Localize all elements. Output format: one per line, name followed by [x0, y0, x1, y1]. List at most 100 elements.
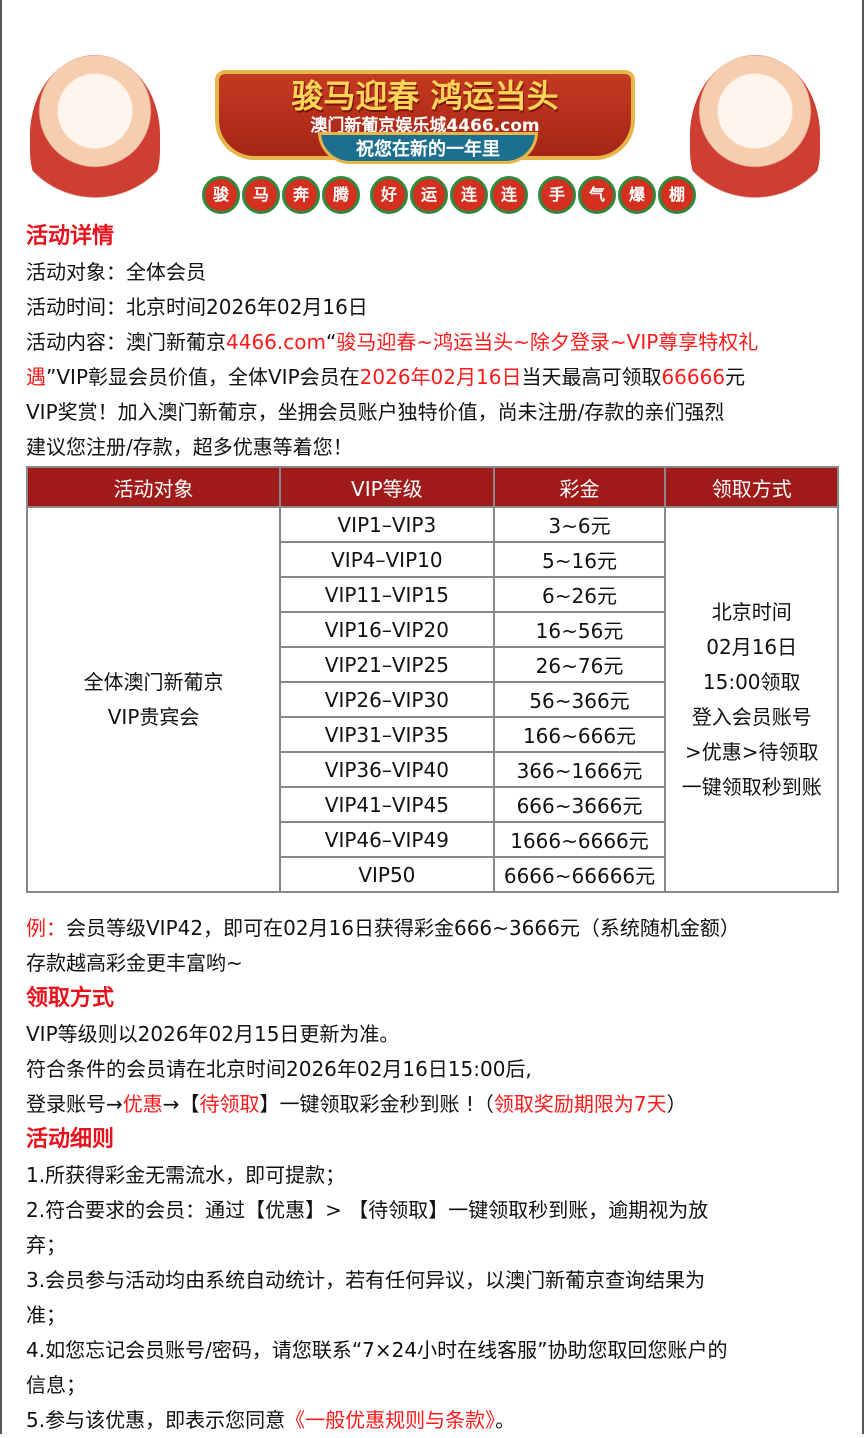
promo-banner: 骏马迎春 鸿运当头 澳门新葡京娱乐城4466.com 祝您在新的一年里 骏马奔腾… [0, 40, 864, 220]
banner-chip: 棚 [658, 176, 696, 214]
banner-subtitle: 澳门新葡京娱乐城4466.com [310, 116, 540, 136]
text-line: 存款越高彩金更丰富哟~ [26, 946, 841, 981]
text-line: 弃； [26, 1228, 841, 1263]
text-line: 3.会员参与活动均由系统自动统计，若有任何异议，以澳门新葡京查询结果为 [26, 1263, 841, 1298]
method-line: 02月16日 [706, 634, 798, 659]
table-row: 全体澳门新葡京 VIP贵宾会 VIP1–VIP3 3~6元 北京时间 02月16日 15:0… [25, 506, 839, 893]
banner-chip: 连 [490, 176, 528, 214]
table-row: VIP4–VIP10 5~16元 [27, 541, 838, 578]
text-segment: 符合条件的会员请在北京时间2026年02月16日15:00后, [26, 1057, 532, 1081]
column-header: 活动对象 [25, 466, 282, 508]
banner-chip: 手 [538, 176, 576, 214]
text-line: 1.所获得彩金无需流水，即可提款； [26, 1158, 841, 1193]
vip-level-cell: VIP50 [279, 856, 495, 893]
column-header: VIP等级 [279, 466, 495, 508]
text-segment: VIP奖赏！加入澳门新葡京，坐拥会员账户独特价值，尚未注册/存款的亲们强烈 [26, 400, 725, 424]
text-segment: 活动内容：澳门新葡京 [26, 330, 226, 354]
text-line: 符合条件的会员请在北京时间2026年02月16日15:00后, [26, 1052, 841, 1087]
bonus-cell: 26~76元 [492, 646, 667, 683]
text-segment: ） [666, 1092, 687, 1116]
table-row: VIP26–VIP30 56~366元 [27, 681, 838, 718]
banner-chip: 骏 [202, 176, 240, 214]
text-segment: ”VIP彰显会员价值，全体VIP会员在 [46, 365, 360, 389]
table-row: VIP50 6666~66666元 [27, 856, 838, 893]
text-line: VIP奖赏！加入澳门新葡京，坐拥会员账户独特价值，尚未注册/存款的亲们强烈 [26, 395, 841, 430]
highlight-text: 4466.com [226, 330, 326, 354]
vip-level-cell: VIP16–VIP20 [279, 611, 495, 648]
text-segment: VIP等级则以2026年02月15日更新为准。 [26, 1022, 400, 1046]
text-line: 5.参与该优惠，即表示您同意《一般优惠规则与条款》。 [26, 1403, 841, 1438]
text-segment: 存款越高彩金更丰富哟~ [26, 951, 243, 975]
text-line: 准； [26, 1298, 841, 1333]
banner-chip: 马 [242, 176, 280, 214]
banner-chip: 奔 [282, 176, 320, 214]
activity-time: 活动时间：北京时间2026年02月16日 [26, 295, 368, 319]
banner-chip: 腾 [322, 176, 360, 214]
text-segment: 信息； [26, 1373, 86, 1397]
column-header: 彩金 [492, 466, 667, 508]
text-segment: 5.参与该优惠，即表示您同意 [26, 1408, 286, 1432]
bonus-cell: 6~26元 [492, 576, 667, 613]
banner-chips: 骏马奔腾好运连连手气爆棚 [202, 176, 696, 214]
banner-chip: 气 [578, 176, 616, 214]
text-line: VIP等级则以2026年02月15日更新为准。 [26, 1017, 841, 1052]
horse-mascot-right [690, 55, 820, 215]
banner-chip: 好 [370, 176, 408, 214]
section-heading-details: 活动详情 [26, 224, 115, 249]
vip-level-cell: VIP11–VIP15 [279, 576, 495, 613]
highlight-text: 2026年02月16日 [359, 365, 522, 389]
text-segment: 2.符合要求的会员：通过【优惠】> 【待领取】一键领取秒到账，逾期视为放 [26, 1198, 709, 1222]
text-line: 4.如您忘记会员账号/密码，请您联系“7×24小时在线客服”协助您取回您账户的 [26, 1333, 841, 1368]
table-row: VIP21–VIP25 26~76元 [27, 646, 838, 683]
method-line: 15:00领取 [702, 669, 801, 694]
table-row: VIP41–VIP45 666~3666元 [27, 786, 838, 823]
text-segment: 弃； [26, 1233, 66, 1257]
horse-mascot-left [30, 55, 160, 215]
highlight-text: 优惠 [122, 1092, 163, 1116]
section-heading-claim: 领取方式 [26, 986, 115, 1011]
text-segment: 】一键领取彩金秒到账 !（ [259, 1092, 494, 1116]
text-line: 活动内容：澳门新葡京4466.com“骏马迎春~鸿运当头~除夕登录~VIP尊享特… [26, 325, 841, 360]
target-line: VIP贵宾会 [107, 704, 200, 729]
text-line: 遇”VIP彰显会员价值，全体VIP会员在2026年02月16日当天最高可领取66… [26, 360, 841, 395]
text-line: 建议您注册/存款，超多优惠等着您！ [26, 430, 841, 465]
banner-chip: 爆 [618, 176, 656, 214]
terms-link[interactable]: 《一般优惠规则与条款》 [285, 1408, 496, 1432]
bonus-cell: 166~666元 [492, 716, 667, 753]
target-line: 全体澳门新葡京 [83, 669, 224, 694]
text-segment: 会员等级VIP42，即可在02月16日获得彩金666~3666元（系统随机金额） [66, 916, 740, 940]
table-row: VIP36–VIP40 366~1666元 [27, 751, 838, 788]
vip-level-cell: VIP41–VIP45 [279, 786, 495, 823]
table-row: VIP16–VIP20 16~56元 [27, 611, 838, 648]
bonus-cell: 3~6元 [492, 506, 667, 543]
section-heading-rules: 活动细则 [26, 1127, 115, 1152]
text-line: 2.符合要求的会员：通过【优惠】> 【待领取】一键领取秒到账，逾期视为放 [26, 1193, 841, 1228]
column-header: 领取方式 [664, 466, 839, 508]
method-line: 登入会员账号 [691, 704, 812, 729]
text-line: 例：会员等级VIP42，即可在02月16日获得彩金666~3666元（系统随机金… [26, 911, 841, 946]
method-line: >优惠>待领取 [684, 739, 819, 764]
text-segment: 建议您注册/存款，超多优惠等着您！ [26, 435, 353, 459]
bonus-cell: 1666~6666元 [492, 821, 667, 858]
text-segment: 4.如您忘记会员账号/密码，请您联系“7×24小时在线客服”协助您取回您账户的 [26, 1338, 728, 1362]
text-segment: 准； [26, 1303, 66, 1327]
vip-level-cell: VIP46–VIP49 [279, 821, 495, 858]
highlight-text: 例： [26, 916, 66, 940]
table-row: VIP31–VIP35 166~666元 [27, 716, 838, 753]
vip-level-cell: VIP21–VIP25 [279, 646, 495, 683]
banner-title: 骏马迎春 鸿运当头 [291, 77, 559, 115]
text-line: 登录账号→优惠→【待领取】一键领取彩金秒到账 !（领取奖励期限为7天） [26, 1087, 841, 1122]
vip-level-cell: VIP31–VIP35 [279, 716, 495, 753]
highlight-text: 待领取 [199, 1092, 260, 1116]
text-segment: 登录账号→ [26, 1092, 123, 1116]
bonus-cell: 5~16元 [492, 541, 667, 578]
text-line: 信息； [26, 1368, 841, 1403]
table-header-row: 活动对象 VIP等级 彩金 领取方式 [25, 466, 839, 508]
vip-reward-table: 活动对象 VIP等级 彩金 领取方式 全体澳门新葡京 VIP贵宾会 VIP1–VIP3 3~… [25, 466, 839, 893]
highlight-text: 66666 [661, 365, 726, 389]
text-segment: 3.会员参与活动均由系统自动统计，若有任何异议，以澳门新葡京查询结果为 [26, 1268, 706, 1292]
text-segment: 。 [495, 1408, 516, 1432]
claim-method-cell: 北京时间 02月16日 15:00领取 登入会员账号 >优惠>待领取 一键领取秒到账 [664, 506, 839, 893]
highlight-text: 骏马迎春~鸿运当头~除夕登录~VIP尊享特权礼 [336, 330, 759, 354]
